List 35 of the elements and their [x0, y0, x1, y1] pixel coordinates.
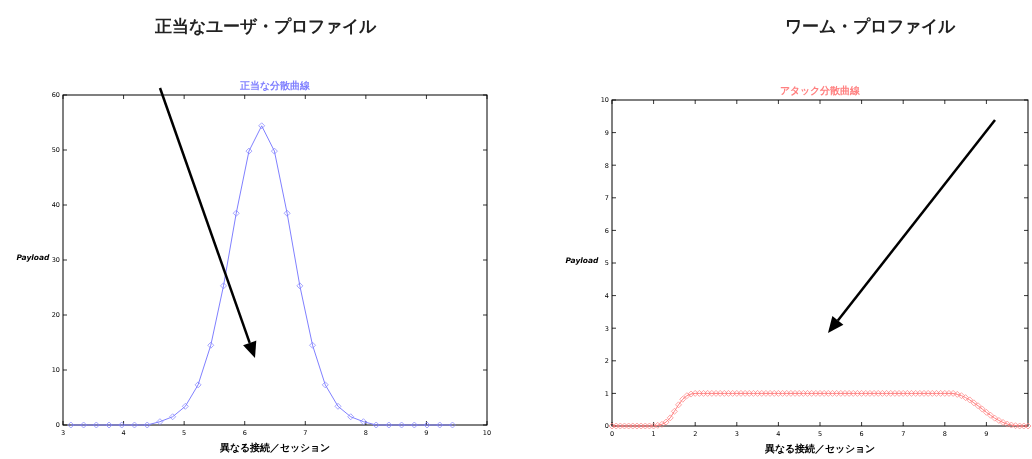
point — [118, 421, 126, 429]
point — [334, 402, 342, 410]
point — [131, 421, 138, 429]
point — [258, 122, 266, 130]
x-axis-title: 異なる接続／セッション — [764, 443, 875, 455]
point — [67, 421, 75, 429]
point — [360, 418, 367, 426]
point — [271, 147, 278, 155]
chart-title: ワーム・プロファイル — [785, 16, 956, 36]
point — [283, 209, 291, 217]
point — [309, 341, 316, 349]
point — [156, 418, 164, 426]
point — [321, 381, 329, 389]
point — [410, 421, 418, 429]
point — [143, 421, 151, 429]
point — [232, 209, 240, 217]
point — [92, 421, 100, 429]
point — [372, 421, 380, 429]
point — [169, 413, 176, 421]
point — [385, 421, 393, 429]
point — [245, 147, 253, 155]
point — [80, 421, 87, 429]
point — [296, 282, 304, 290]
point — [398, 421, 405, 429]
point — [182, 402, 189, 410]
point — [207, 341, 215, 349]
point — [220, 282, 227, 290]
point — [449, 421, 456, 429]
point — [436, 421, 444, 429]
chart-title: 正当なユーザ・プロファイル — [153, 16, 377, 36]
point — [347, 413, 355, 421]
chart-subtitle: アタック分散曲線 — [780, 85, 861, 96]
point — [194, 381, 202, 389]
chart-subtitle: 正当な分散曲線 — [239, 80, 311, 92]
x-axis-title: 異なる接続／セッション — [219, 442, 330, 454]
